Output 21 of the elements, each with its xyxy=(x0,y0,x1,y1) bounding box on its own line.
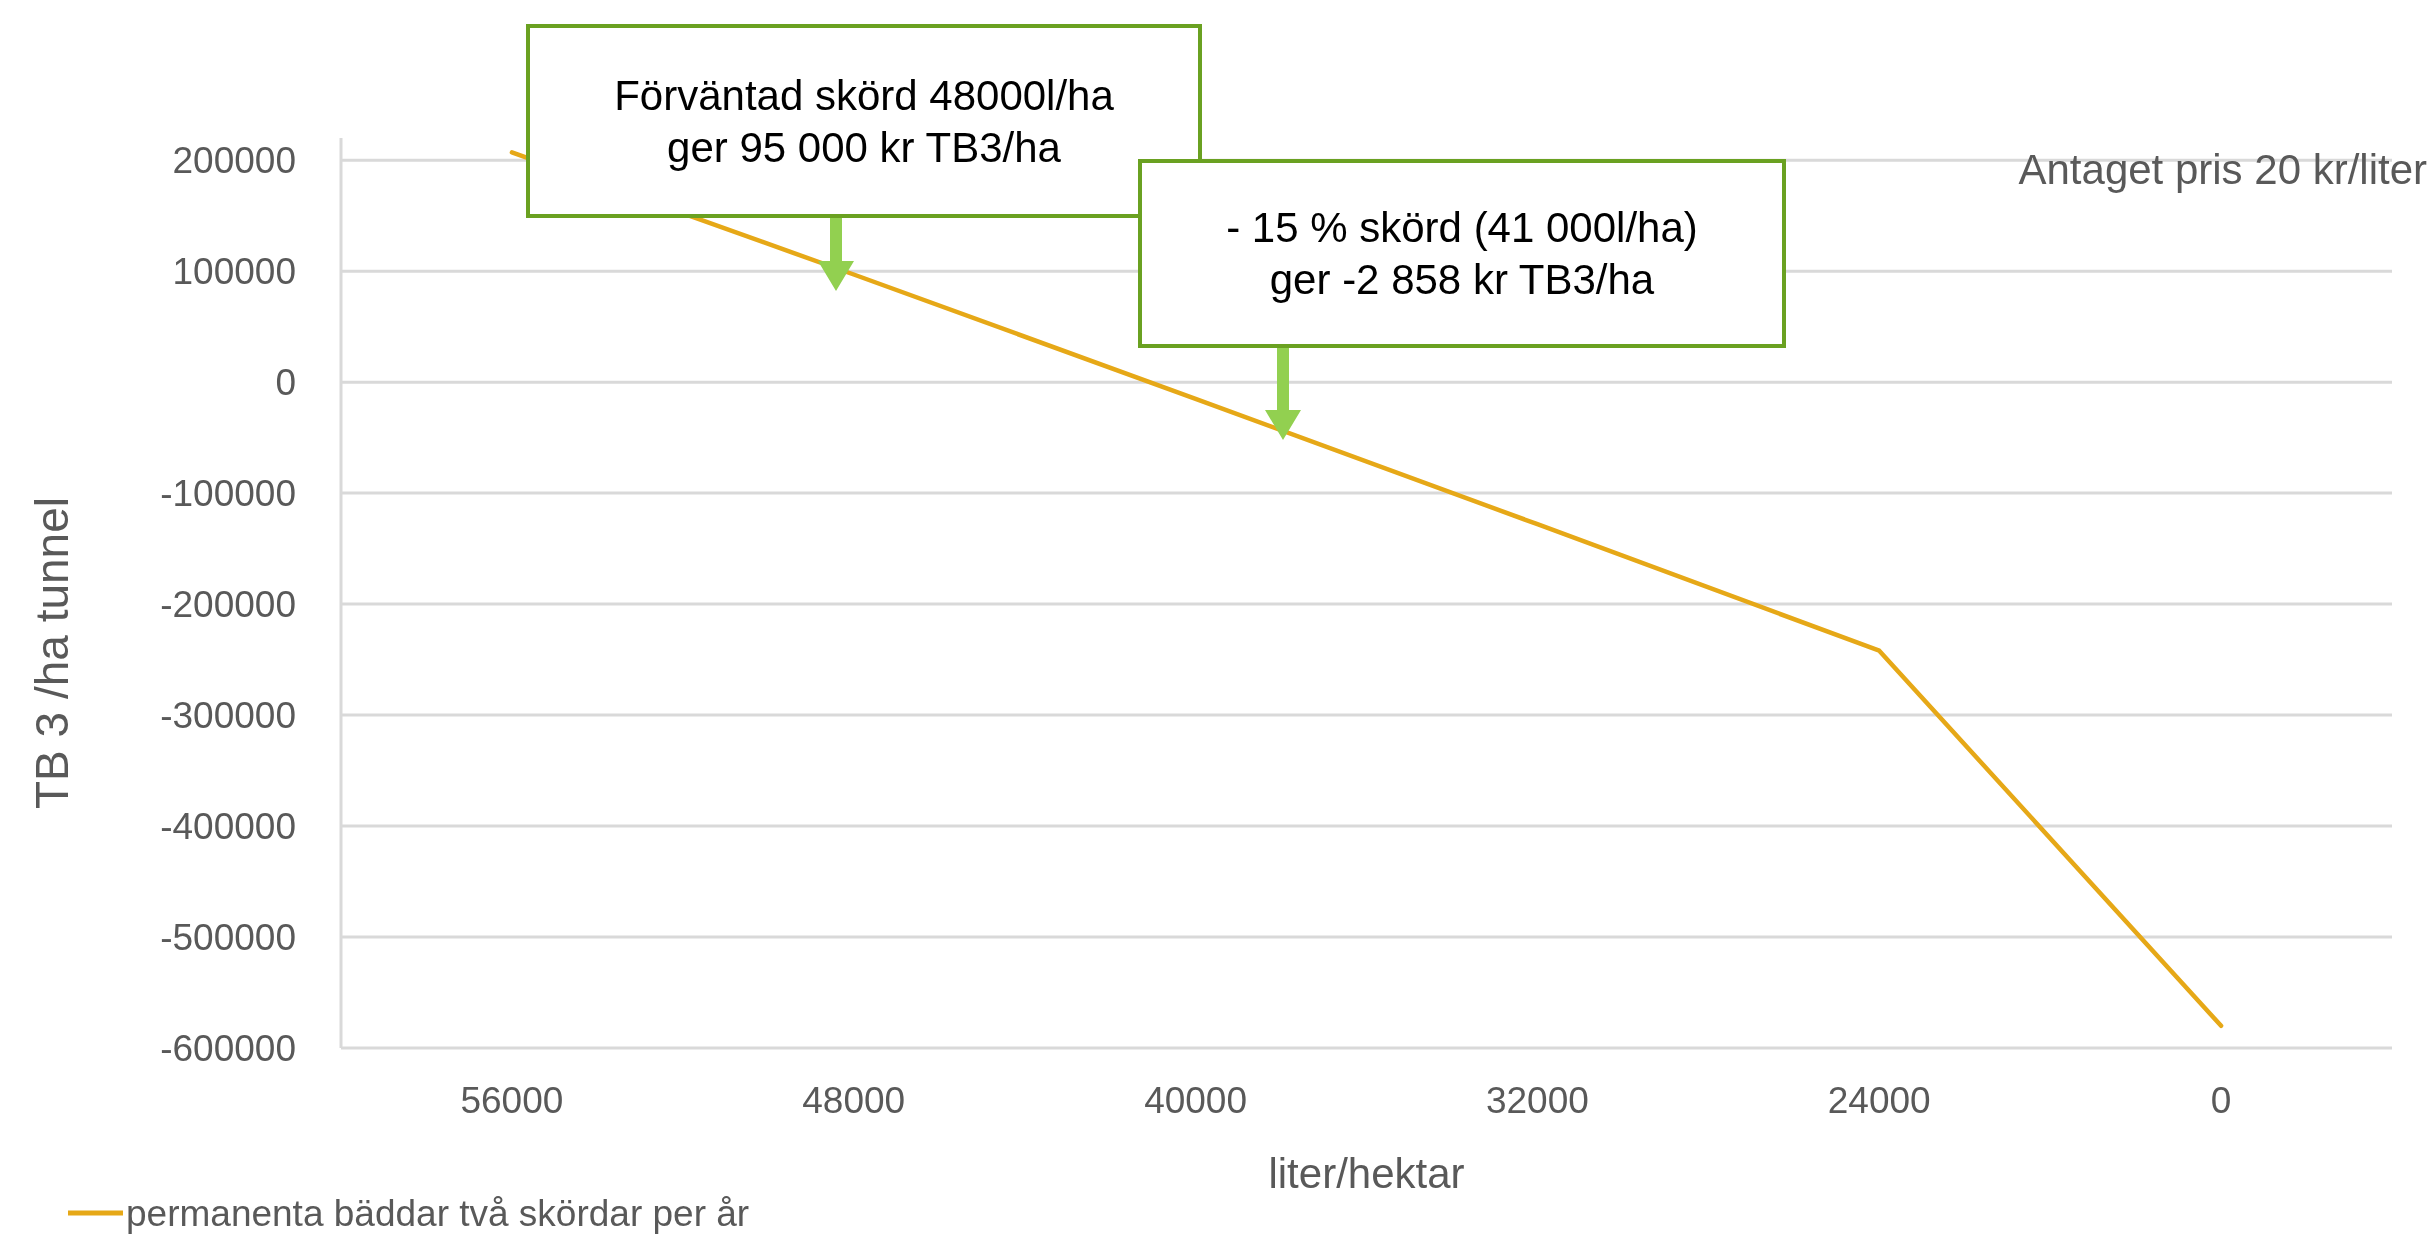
x-tick-label: 0 xyxy=(2210,1080,2232,1121)
y-tick-label: -300000 xyxy=(160,695,296,737)
y-tick-label: 200000 xyxy=(172,140,296,182)
x-tick-label: 40000 xyxy=(1144,1080,1248,1121)
annotation: - 15 % skörd (41 000l/ha) ger -2 858 kr TB3/ha xyxy=(1226,204,1698,304)
annotation: Antaget pris 20 kr/liter xyxy=(2018,146,2427,193)
y-tick-label: -600000 xyxy=(160,1027,296,1069)
x-tick-label: 56000 xyxy=(460,1080,564,1121)
y-tick-label: 0 xyxy=(275,362,296,404)
x-axis-title: liter/hektar xyxy=(1268,1150,1465,1197)
y-axis-title: TB 3 /ha tunnel xyxy=(26,497,78,809)
y-tick-label: -500000 xyxy=(160,916,296,958)
x-tick-label: 48000 xyxy=(802,1080,906,1121)
annotation: Förväntad skörd 48000l/ha ger 95 000 kr TB3/ha xyxy=(614,71,1115,171)
y-tick-label: -100000 xyxy=(160,473,296,515)
y-tick-label: -400000 xyxy=(160,806,296,847)
y-tick-label: 100000 xyxy=(172,251,296,293)
x-tick-label: 24000 xyxy=(1827,1080,1931,1121)
x-tick-label: 32000 xyxy=(1485,1080,1589,1121)
y-tick-label: -200000 xyxy=(160,584,296,626)
legend-label: permanenta bäddar två skördar per år xyxy=(126,1192,750,1234)
